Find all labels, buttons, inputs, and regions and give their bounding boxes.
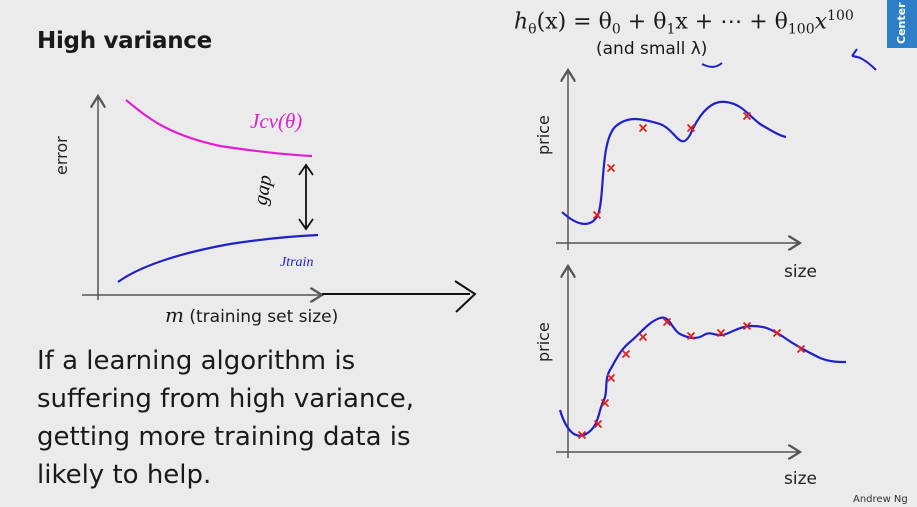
gap-arrow <box>298 163 314 231</box>
data-point-marker <box>606 373 616 383</box>
lambda-underline <box>701 62 723 68</box>
data-point-marker <box>577 430 587 440</box>
hand-drawn-arrow <box>322 280 477 313</box>
bottom-fit-curve <box>558 316 847 437</box>
train-curve-label: Jtrain <box>280 255 313 270</box>
size-axis-label-top: size <box>784 262 817 282</box>
key-statement: If a learning algorithm is suffering fro… <box>37 346 415 490</box>
regularization-note: (and small λ) <box>596 39 708 59</box>
data-point-marker <box>606 163 616 173</box>
bottom-plot-axes <box>556 266 800 458</box>
data-point-marker <box>796 344 806 354</box>
gap-label: gap <box>250 173 277 206</box>
slide-title: High variance <box>37 28 212 54</box>
training-size-axis-label: m (training set size) <box>165 303 339 327</box>
data-point-marker <box>638 123 648 133</box>
data-point-marker <box>638 332 648 342</box>
data-point-marker <box>621 349 631 359</box>
data-point-marker <box>742 111 752 121</box>
data-point-marker <box>686 123 696 133</box>
top-fit-curve <box>561 100 787 225</box>
data-point-marker <box>742 321 752 331</box>
data-point-marker <box>716 328 726 338</box>
author-credit: Andrew Ng <box>853 494 908 505</box>
learning-curve-axes <box>82 96 322 300</box>
size-axis-label-bottom: size <box>784 469 817 489</box>
data-point-marker <box>686 331 696 341</box>
top-data-points <box>592 111 752 220</box>
data-point-marker <box>772 328 782 338</box>
top-plot-axes <box>556 70 800 250</box>
data-point-marker <box>662 317 672 327</box>
cv-curve-label: Jcv(θ) <box>250 109 302 133</box>
annotation-arrow <box>851 48 877 71</box>
hypothesis-formula: hθ(x) = θ0 + θ1x + ⋯ + θ100x100 <box>514 8 854 38</box>
side-tab-center[interactable]: Center <box>887 0 917 48</box>
train-error-curve <box>117 233 319 283</box>
cv-error-curve <box>125 99 313 158</box>
data-point-marker <box>600 398 610 408</box>
data-point-marker <box>592 210 602 220</box>
data-point-marker <box>593 419 603 429</box>
bottom-data-points <box>577 317 806 440</box>
